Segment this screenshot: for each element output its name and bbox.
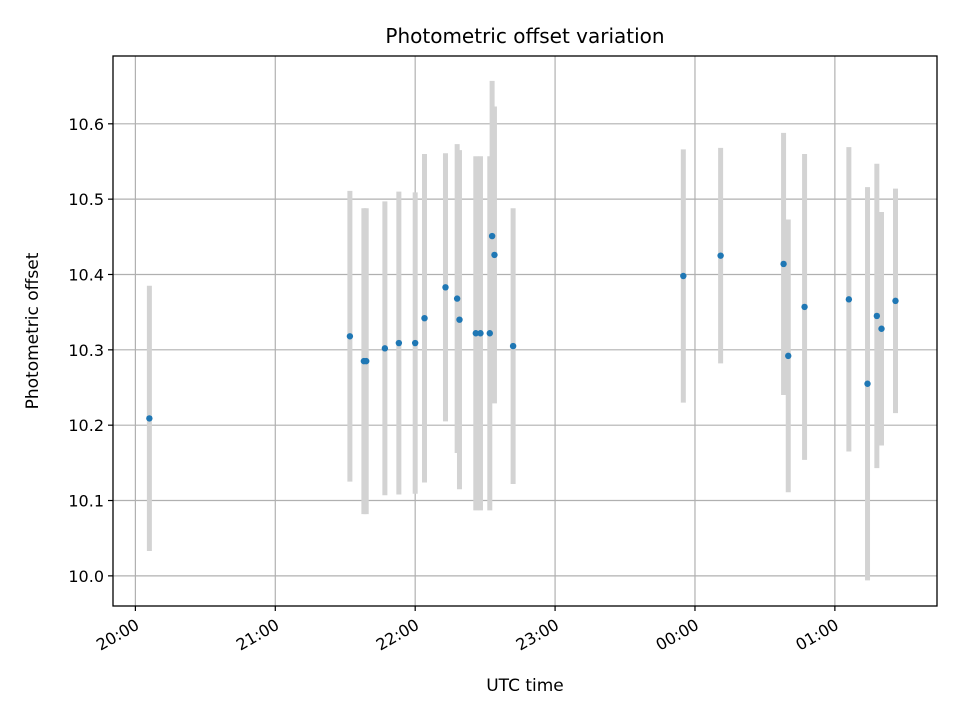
data-point <box>472 330 480 337</box>
data-point <box>509 342 517 350</box>
data-point <box>873 312 881 320</box>
y-tick-label: 10.0 <box>68 567 104 586</box>
data-point <box>363 357 370 365</box>
data-point <box>477 330 484 337</box>
data-point <box>491 251 498 259</box>
y-tick-label: 10.4 <box>68 265 104 284</box>
data-point <box>442 284 449 291</box>
data-point <box>381 345 389 352</box>
data-point <box>785 352 792 360</box>
data-point <box>878 325 885 332</box>
data-points <box>146 232 899 422</box>
data-point <box>346 333 354 340</box>
x-axis-ticks: 20:00 21:00 22:00 23:00 00:00 01:00 <box>93 606 842 655</box>
data-point <box>395 339 403 347</box>
y-tick-label: 10.6 <box>68 115 104 134</box>
y-axis-label: Photometric offset <box>23 252 43 409</box>
data-point <box>680 272 687 280</box>
y-tick-label: 10.1 <box>68 492 104 511</box>
data-point <box>488 232 496 240</box>
y-tick-label: 10.3 <box>68 341 104 360</box>
data-point <box>453 295 461 302</box>
data-point <box>486 330 493 337</box>
data-point <box>892 297 899 305</box>
data-point <box>146 415 153 422</box>
data-point <box>845 296 853 303</box>
y-tick-label: 10.2 <box>68 416 104 435</box>
data-point <box>864 380 871 387</box>
data-point <box>421 314 428 322</box>
data-point <box>456 316 463 323</box>
data-point <box>717 252 724 259</box>
data-point <box>780 260 787 268</box>
data-point <box>411 339 419 347</box>
chart-title: Photometric offset variation <box>385 24 664 48</box>
data-point <box>801 303 808 311</box>
y-axis-ticks: 10.0 10.1 10.2 10.3 10.4 10.5 10.6 <box>68 115 113 586</box>
plot-frame <box>112 55 938 607</box>
y-tick-label: 10.5 <box>68 190 104 209</box>
x-axis-label: UTC time <box>486 676 564 696</box>
